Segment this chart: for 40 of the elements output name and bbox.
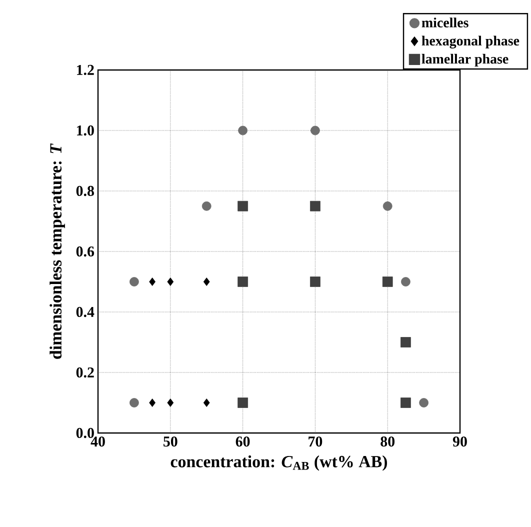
point <box>419 398 428 408</box>
point <box>202 201 212 211</box>
y-axis-title: dimensionless temperature: T <box>50 143 65 359</box>
point <box>238 200 248 212</box>
x-tick-label: 60 <box>236 436 250 447</box>
x-tick-label: 80 <box>380 436 395 447</box>
y-tick-label: 1.2 <box>77 64 94 76</box>
point <box>167 398 174 407</box>
point <box>401 277 410 286</box>
point <box>149 398 156 407</box>
y-tick-label: 0.4 <box>76 306 94 318</box>
point <box>310 200 320 212</box>
point <box>130 277 139 286</box>
legend-label: hexagonal phase <box>422 36 520 48</box>
point <box>167 278 174 286</box>
point <box>382 276 393 287</box>
point <box>238 276 248 287</box>
x-tick-label: 40 <box>90 436 105 447</box>
x-axis-title: concentration: C$_{AB}$ (wt% AB) <box>170 455 387 471</box>
point <box>130 398 139 408</box>
point <box>400 398 411 408</box>
y-tick-label: 1.0 <box>77 125 94 136</box>
point <box>400 337 411 348</box>
x-tick-label: 70 <box>308 436 322 447</box>
y-tick-label: 0.0 <box>76 428 94 438</box>
x-tick-label: 90 <box>452 436 467 447</box>
point <box>310 276 320 287</box>
point <box>238 126 248 136</box>
point <box>238 398 248 408</box>
point <box>149 278 156 286</box>
y-tick-label: 0.2 <box>76 367 94 378</box>
point <box>310 126 320 136</box>
y-tick-label: 0.6 <box>76 246 94 257</box>
y-tick-label: 0.8 <box>76 186 94 196</box>
point <box>382 201 392 211</box>
legend-label: micelles <box>422 18 468 28</box>
legend-label: lamellar phase <box>422 54 508 67</box>
x-tick-label: 50 <box>164 436 178 447</box>
point <box>203 278 210 286</box>
point <box>203 398 210 407</box>
